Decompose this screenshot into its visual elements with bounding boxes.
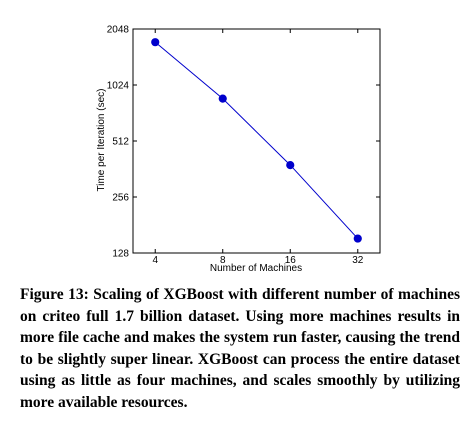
scaling-chart: 4 8 16 32 128 256 512 1024 2048 Number of Machin… [96,25,381,274]
y-axis-label: Time per Iteration (sec) [96,89,107,192]
y-tick-label: 1024 [107,81,130,92]
x-tick-label: 4 [152,255,158,266]
caption-label: Figure 13: [20,286,89,303]
figure-caption: Figure 13: Scaling of XGBoost with diffe… [20,284,460,413]
x-tick-label: 8 [220,255,226,266]
y-tick-label: 256 [112,193,129,204]
plot-frame [132,28,381,254]
y-tick-label: 2048 [107,25,130,36]
data-point [218,94,227,103]
caption-text: Scaling of XGBoost with different number… [20,286,460,411]
data-point [286,160,295,170]
data-point [353,234,362,243]
x-tick-label: 16 [285,255,297,266]
x-axis-label: Number of Machines [210,263,302,274]
y-tick-label: 512 [112,137,129,148]
series-line [154,41,359,239]
y-tick-label: 128 [112,249,129,260]
x-tick-label: 32 [352,255,364,266]
data-point [151,38,160,47]
plot-area: 4 8 16 32 128 256 512 1024 2048 [107,25,381,266]
